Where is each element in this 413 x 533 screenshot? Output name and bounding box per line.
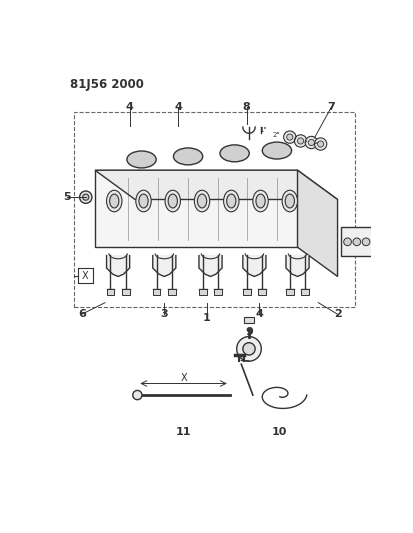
Ellipse shape [109, 194, 119, 208]
Circle shape [287, 134, 293, 140]
Text: 7: 7 [328, 102, 335, 112]
Bar [95, 170, 297, 247]
Ellipse shape [139, 194, 148, 208]
Circle shape [344, 238, 351, 246]
Polygon shape [286, 255, 309, 277]
Ellipse shape [168, 194, 178, 208]
Circle shape [318, 141, 324, 147]
Circle shape [353, 238, 361, 246]
Bar [214, 289, 222, 295]
Polygon shape [243, 255, 266, 277]
Text: 8: 8 [243, 102, 251, 112]
Text: 6: 6 [78, 309, 86, 319]
Bar [74, 112, 355, 306]
Circle shape [80, 191, 92, 203]
Ellipse shape [223, 190, 239, 212]
Ellipse shape [107, 190, 122, 212]
Ellipse shape [173, 148, 203, 165]
Text: 1: 1 [203, 313, 211, 323]
Text: 5: 5 [63, 192, 70, 202]
Bar [107, 289, 114, 295]
Text: 3: 3 [161, 309, 168, 319]
Text: 2": 2" [272, 132, 280, 138]
Bar [122, 289, 130, 295]
Circle shape [133, 391, 142, 400]
Ellipse shape [253, 190, 268, 212]
Bar [199, 289, 206, 295]
Bar [301, 289, 309, 295]
Ellipse shape [256, 194, 265, 208]
Bar [286, 289, 294, 295]
Ellipse shape [282, 190, 297, 212]
Ellipse shape [285, 194, 294, 208]
Bar [243, 289, 251, 295]
Ellipse shape [165, 190, 180, 212]
Text: 1": 1" [259, 127, 267, 133]
Circle shape [284, 131, 296, 143]
Text: 11: 11 [176, 427, 191, 437]
Text: 4: 4 [174, 102, 182, 112]
Ellipse shape [195, 190, 210, 212]
Circle shape [237, 336, 261, 361]
Circle shape [305, 136, 318, 149]
Circle shape [308, 140, 314, 146]
Ellipse shape [262, 142, 292, 159]
Text: 2: 2 [334, 309, 342, 319]
Polygon shape [153, 255, 176, 277]
Circle shape [243, 343, 255, 355]
Text: 4: 4 [255, 309, 263, 319]
Circle shape [83, 194, 89, 200]
Ellipse shape [136, 190, 151, 212]
Text: 81J56 2000: 81J56 2000 [70, 78, 143, 91]
Circle shape [297, 138, 304, 144]
Polygon shape [199, 255, 222, 277]
Polygon shape [297, 170, 337, 277]
Text: 4: 4 [126, 102, 133, 112]
Text: X: X [82, 271, 88, 281]
Circle shape [294, 135, 307, 147]
Text: 10: 10 [272, 427, 287, 437]
Ellipse shape [220, 145, 249, 162]
Ellipse shape [197, 194, 206, 208]
Bar [244, 317, 254, 322]
Bar [168, 289, 176, 295]
Ellipse shape [127, 151, 156, 168]
Polygon shape [95, 170, 337, 199]
Polygon shape [107, 255, 130, 277]
Bar [342, 227, 384, 256]
Bar [258, 289, 266, 295]
Circle shape [362, 238, 370, 246]
Ellipse shape [227, 194, 236, 208]
Circle shape [314, 138, 327, 150]
Text: 9: 9 [245, 327, 253, 337]
Text: X: X [180, 373, 187, 383]
Circle shape [371, 238, 379, 246]
Bar [153, 289, 161, 295]
